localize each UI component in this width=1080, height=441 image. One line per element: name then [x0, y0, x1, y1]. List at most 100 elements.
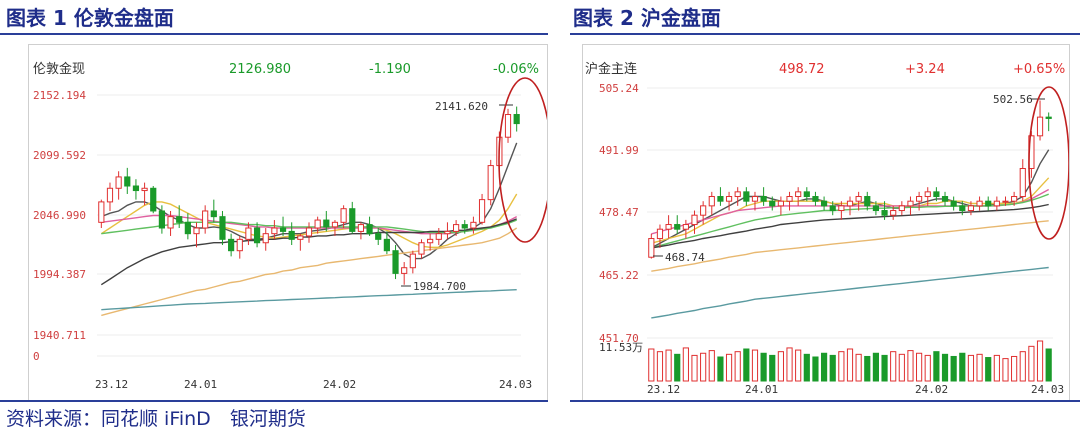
volume-bar — [933, 351, 940, 382]
volume-bar — [734, 351, 741, 382]
candle-body — [132, 185, 140, 192]
ma-line-ma-very-long — [651, 266, 1049, 319]
volume-bar — [855, 353, 862, 382]
candle-body — [314, 219, 321, 229]
x-tick-label: 23.12 — [95, 378, 128, 391]
header-pct: +0.65% — [1013, 62, 1065, 77]
highlight-ellipse — [498, 77, 547, 243]
candle-body — [478, 199, 486, 223]
volume-bar — [907, 350, 914, 382]
candle-body — [158, 210, 165, 229]
x-tick-label: 24.03 — [1031, 383, 1064, 396]
candle-body — [487, 165, 494, 201]
y-tick-label: 1994.387 — [33, 268, 86, 281]
candle-body — [106, 187, 114, 203]
highlight-ellipse — [1028, 86, 1069, 240]
volume-bar — [795, 349, 802, 382]
candle-body — [401, 267, 408, 274]
volume-bar — [1002, 358, 1009, 382]
volume-bar — [1036, 340, 1044, 382]
candle-body — [279, 227, 287, 232]
volume-bar — [700, 352, 707, 382]
candle-body — [950, 200, 957, 207]
header-price: 2126.980 — [229, 62, 291, 77]
candle-body — [228, 238, 235, 252]
volume-bar — [838, 351, 845, 382]
volume-bar — [1019, 351, 1026, 382]
candle-body — [717, 196, 724, 202]
candle-body — [262, 233, 269, 244]
candle-body — [708, 196, 715, 207]
header-change: +3.24 — [905, 62, 945, 77]
candle-body — [124, 176, 131, 187]
candle-body — [288, 230, 295, 240]
candle-body — [829, 205, 836, 212]
candle-body — [392, 250, 399, 274]
volume-bar — [993, 354, 1000, 382]
candle-body — [115, 176, 122, 189]
figure-2-rule — [570, 33, 1080, 35]
y-tick-label: 2152.194 — [33, 89, 86, 102]
volume-bar — [967, 354, 975, 382]
candle-body — [331, 221, 339, 228]
volume-bar — [890, 351, 897, 382]
price-annotation: 1984.700 — [413, 280, 466, 293]
candle-body — [872, 205, 880, 212]
y-tick-label: 451.70 — [599, 332, 639, 345]
candle-body — [323, 219, 330, 228]
volume-bar — [665, 349, 672, 382]
volume-label: 11.53万 — [599, 341, 643, 354]
volume-bar — [916, 352, 923, 382]
x-tick-label: 24.02 — [323, 378, 356, 391]
y-tick-label: 2099.592 — [33, 149, 86, 162]
candle-body — [409, 253, 416, 269]
candle-body — [349, 208, 356, 232]
volume-bar — [682, 347, 689, 382]
bottom-rule-right — [570, 400, 1080, 402]
candle-body — [141, 187, 148, 192]
candle-body — [941, 196, 949, 202]
y-tick-label: 491.99 — [599, 144, 639, 157]
volume-bar — [985, 357, 992, 382]
candle-body — [751, 196, 759, 202]
candle-body — [665, 224, 672, 230]
candle-body — [959, 205, 966, 212]
volume-bar — [872, 352, 880, 382]
candle-body — [924, 191, 931, 198]
header-pct: -0.06% — [493, 62, 539, 77]
volume-bar — [674, 353, 681, 382]
candle-body — [674, 224, 681, 230]
candle-body — [470, 221, 477, 229]
candle-body — [375, 233, 382, 240]
volume-bar — [924, 354, 931, 382]
candle-body — [167, 216, 174, 229]
x-tick-label: 24.03 — [499, 378, 532, 391]
candle-body — [98, 201, 105, 223]
ma-line-ma-very-long — [101, 289, 517, 311]
candle-body — [855, 196, 862, 202]
volume-bar — [786, 347, 793, 382]
x-tick-label: 24.01 — [184, 378, 217, 391]
candle-body — [985, 200, 992, 207]
london-gold-chart-panel: 伦敦金现 2126.980 -1.190 -0.06% 2152.194 2099.592… — [28, 44, 548, 402]
candle-body — [838, 205, 845, 212]
candle-body — [734, 191, 741, 198]
candle-body — [202, 210, 209, 229]
volume-bar — [751, 349, 759, 382]
volume-bar — [941, 353, 949, 382]
y-tick-label: 478.47 — [599, 206, 639, 219]
candle-body — [461, 224, 468, 229]
candle-body — [682, 224, 689, 230]
figure-1-rule — [0, 33, 548, 35]
candle-body — [184, 221, 191, 235]
candle-body — [881, 210, 888, 216]
price-annotation: 2141.620 — [435, 100, 488, 113]
price-annotation: 468.74 — [665, 251, 705, 264]
candle-body — [786, 196, 793, 202]
volume-bar — [725, 353, 733, 382]
volume-bar — [656, 351, 664, 382]
x-tick-label: 23.12 — [647, 383, 680, 396]
candle-body — [504, 114, 512, 138]
volume-bar — [691, 354, 698, 382]
candle-body — [648, 238, 655, 258]
